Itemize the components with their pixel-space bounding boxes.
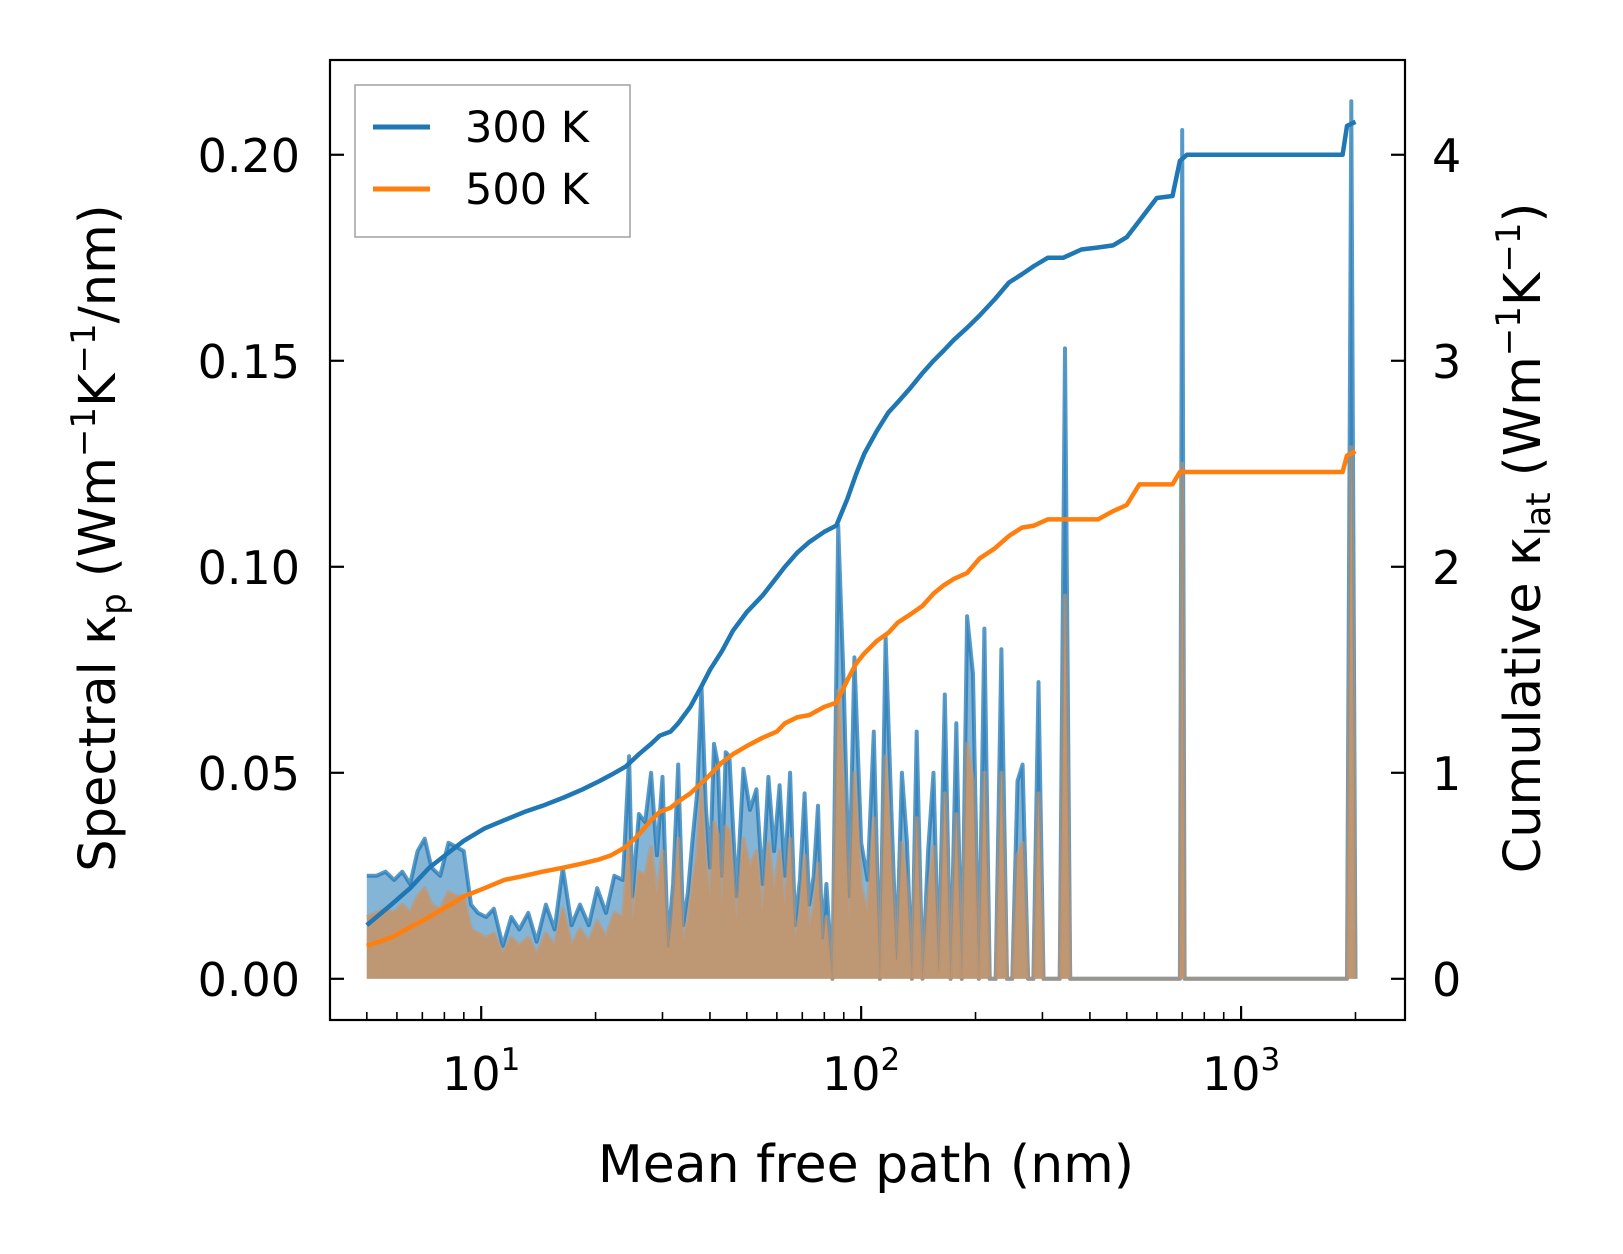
y-right-tick-label: 3 [1432, 335, 1461, 389]
y-right-tick-label: 2 [1432, 541, 1461, 595]
y-right-unit-a: (Wm [1494, 356, 1553, 492]
y-left-tick-label: 0.10 [198, 541, 300, 595]
x-axis-label: Mean free path (nm) [598, 1135, 1134, 1195]
y-right-sup2: −1 [1489, 223, 1529, 273]
y-left-sup2: −1 [64, 323, 104, 373]
x-tick-exponent: 2 [881, 1042, 901, 1078]
x-tick-base: 10 [1202, 1047, 1261, 1101]
y-left-tick-label: 0.15 [198, 335, 300, 389]
y-right-tick-label: 1 [1432, 747, 1461, 801]
y-axis-label-left: Spectral κp (Wm−1K−1/nm) [64, 204, 134, 871]
y-left-unit-c: /nm) [69, 204, 128, 323]
y-right-sup1: −1 [1489, 306, 1529, 356]
y-left-tick-label: 0.00 [198, 953, 300, 1007]
y-right-tick-label: 4 [1432, 129, 1461, 183]
y-left-prefix: Spectral κ [69, 615, 128, 872]
spectral-fills [366, 99, 1358, 981]
y-right-sub: lat [1519, 492, 1559, 536]
y-right-tick-label: 0 [1432, 953, 1461, 1007]
x-tick-label: 102 [822, 1042, 900, 1101]
legend-label-500k: 500 K [465, 165, 591, 215]
x-tick-label: 101 [442, 1042, 520, 1101]
y-right-unit-c: ) [1494, 203, 1553, 223]
cumulative-lines [365, 119, 1357, 948]
y-left-unit-b: K [69, 372, 128, 407]
x-tick-exponent: 3 [1261, 1042, 1281, 1078]
y-right-prefix: Cumulative κ [1494, 536, 1553, 873]
y-left-sub: p [94, 593, 134, 615]
spectral-fill-500k [366, 447, 1356, 979]
y-left-tick-label: 0.05 [198, 747, 300, 801]
cumulative-line-300k [365, 119, 1357, 927]
cumulative-line-500k [366, 449, 1357, 948]
x-tick-base: 10 [442, 1047, 501, 1101]
x-tick-exponent: 1 [501, 1042, 521, 1078]
y-axis-label-right: Cumulative κlat (Wm−1K−1) [1489, 203, 1559, 874]
y-left-sup1: −1 [64, 407, 104, 457]
x-tick-base: 10 [822, 1047, 881, 1101]
legend-label-300k: 300 K [465, 103, 591, 153]
spectral-fill-300k [366, 101, 1356, 979]
y-right-unit-b: K [1494, 271, 1553, 306]
legend-frame [354, 84, 631, 238]
x-tick-label: 103 [1202, 1042, 1280, 1101]
legend: 300 K 500 K [354, 84, 631, 238]
spectral-line-500k [366, 445, 1358, 981]
y-left-unit-a: (Wm [69, 457, 128, 593]
y-left-tick-label: 0.20 [198, 129, 300, 183]
plot-frame [328, 58, 1407, 1022]
